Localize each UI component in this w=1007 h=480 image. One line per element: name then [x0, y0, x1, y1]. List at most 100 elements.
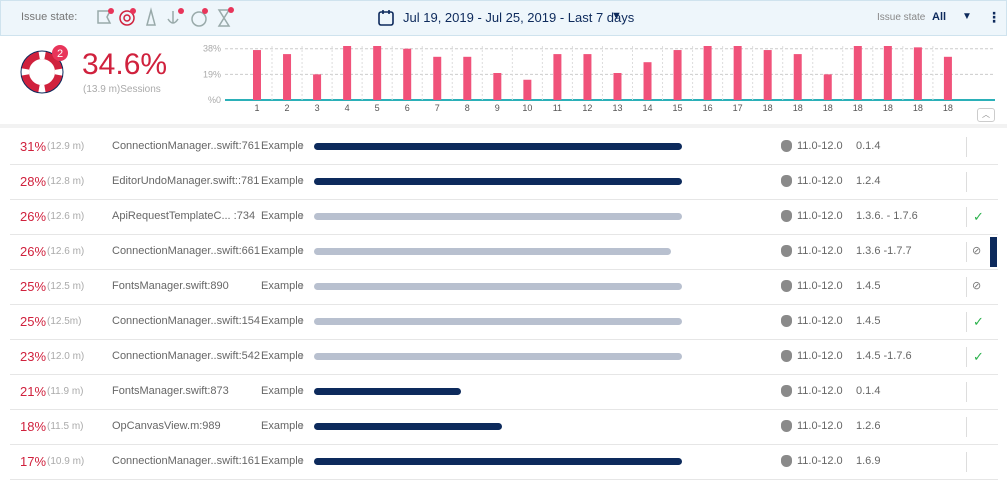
version: 1.3.6. - 1.7.6 — [856, 210, 918, 222]
resolved-icon: ✓ — [973, 314, 984, 329]
collapse-button[interactable]: ︿ — [977, 108, 995, 122]
version: 1.3.6 -1.7.7 — [856, 245, 912, 257]
issue-row[interactable]: 26% (12.6 m) ApiRequestTemplateC... :734 Ex… — [10, 199, 998, 235]
separator — [966, 417, 967, 437]
issue-row[interactable]: 25% (12.5 m) FontsManager.swift:890 Example… — [10, 269, 998, 305]
example-link[interactable]: Example — [261, 280, 304, 292]
version: 1.6.9 — [856, 455, 881, 467]
example-link[interactable]: Example — [261, 420, 304, 432]
example-link[interactable]: Example — [261, 350, 304, 362]
version: 1.4.5 — [856, 280, 881, 292]
example-link[interactable]: Example — [261, 175, 304, 187]
example-link[interactable]: Example — [261, 245, 304, 257]
x-tick-label: 15 — [673, 103, 683, 113]
issue-file: ConnectionManager..swift:154 — [112, 315, 260, 327]
example-link[interactable]: Example — [261, 315, 304, 327]
bar — [763, 50, 772, 100]
bar — [343, 46, 352, 100]
issue-file: ConnectionManager..swift:542 — [112, 350, 260, 362]
progress-bar — [314, 423, 502, 430]
separator — [966, 312, 967, 332]
os-range: 11.0-12.0 — [797, 245, 843, 257]
issue-row[interactable]: 26% (12.6 m) ConnectionManager..swift:661 E… — [10, 234, 998, 270]
x-tick-label: 17 — [733, 103, 743, 113]
x-tick-label: 12 — [582, 103, 592, 113]
x-tick-label: 3 — [315, 103, 320, 113]
issue-percent: 26% — [20, 244, 47, 259]
separator — [966, 137, 967, 157]
chevron: › — [300, 350, 304, 362]
bar — [283, 54, 292, 100]
issue-row[interactable]: 18% (11.5 m) OpCanvasView.m:989 Example › 11.… — [10, 409, 998, 445]
bar — [373, 46, 382, 100]
divider — [0, 124, 1007, 128]
resolved-icon: ✓ — [973, 209, 984, 224]
apple-glyph — [781, 350, 792, 362]
issue-time: (11.9 m) — [47, 386, 84, 397]
issue-percent: 28% — [20, 174, 47, 189]
issue-time: (12.8 m) — [47, 176, 85, 187]
separator — [966, 347, 967, 367]
x-tick-label: 18 — [763, 103, 773, 113]
example-link[interactable]: Example — [261, 455, 304, 467]
progress-bar — [314, 213, 682, 220]
chevron: › — [300, 420, 304, 432]
chevron: › — [300, 385, 304, 397]
resolved-icon: ✓ — [973, 349, 984, 364]
issue-time: (11.5 m) — [47, 421, 84, 432]
issue-percent: 25% — [20, 279, 47, 294]
chevron: › — [300, 210, 304, 222]
lifebuoy-icon: 2 — [20, 45, 68, 94]
version: 1.4.5 — [856, 315, 881, 327]
dropdown-arrow[interactable]: ▼ — [611, 10, 622, 22]
issue-file: EditorUndoManager.swift::781 — [112, 175, 260, 187]
date-range[interactable]: Jul 19, 2019 - Jul 25, 2019 - Last 7 day… — [403, 10, 635, 25]
os-range: 11.0-12.0 — [797, 350, 843, 362]
badge: 2 — [57, 48, 63, 60]
x-tick-label: 10 — [522, 103, 532, 113]
hidden-icon: ⊘ — [972, 245, 982, 257]
chevron: › — [300, 245, 304, 257]
issue-row[interactable]: 25% (12.5m) ConnectionManager..swift:154 Ex… — [10, 304, 998, 340]
progress-bar — [314, 388, 462, 395]
os-range: 11.0-12.0 — [797, 175, 843, 187]
apple-glyph — [781, 280, 792, 292]
issue-file: ApiRequestTemplateC... :734 — [112, 210, 256, 222]
version: 1.2.6 — [856, 420, 881, 432]
x-tick-label: 18 — [793, 103, 803, 113]
issue-file: ConnectionManager..swift:161 — [112, 455, 260, 467]
issue-row[interactable]: 23% (12.0 m) ConnectionManager..swift:542 E… — [10, 339, 998, 375]
example-link[interactable]: Example — [261, 210, 304, 222]
issue-time: (10.9 m) — [47, 456, 85, 467]
example-link[interactable]: Example — [261, 385, 304, 397]
issue-percent: 18% — [20, 419, 47, 434]
version: 0.1.4 — [856, 140, 881, 152]
separator — [966, 242, 967, 262]
menu-button[interactable]: ⋮ — [987, 9, 1001, 25]
apple-glyph — [781, 245, 792, 257]
x-tick-label: 6 — [405, 103, 410, 113]
issue-row[interactable]: 17% (10.9 m) ConnectionManager..swift:161 E… — [10, 444, 998, 480]
apple-glyph — [781, 140, 792, 152]
issue-row[interactable]: 28% (12.8 m) EditorUndoManager.swift::781 E… — [10, 164, 998, 200]
os-range: 11.0-12.0 — [797, 385, 843, 397]
bar — [463, 56, 472, 100]
bar — [613, 73, 622, 100]
issue-file: ConnectionManager..swift:661 — [112, 245, 260, 257]
issue-percent: 25% — [20, 314, 47, 329]
x-tick-label: 11 — [553, 103, 562, 113]
filter-label: Issue state — [877, 12, 926, 23]
filter-value[interactable]: All — [932, 11, 947, 23]
bar — [913, 47, 922, 100]
scroll-indicator — [990, 237, 997, 267]
filter-arrow[interactable]: ▼ — [962, 11, 972, 22]
issue-percent: 26% — [20, 209, 47, 224]
os-range: 11.0-12.0 — [797, 280, 843, 292]
y-tick-label: 19% — [203, 69, 221, 79]
example-link[interactable]: Example — [261, 140, 304, 152]
state-icons — [97, 7, 234, 27]
issue-row[interactable]: 31% (12.9 m) ConnectionManager..swift:761 E… — [10, 129, 998, 165]
bar — [253, 50, 261, 100]
separator — [966, 207, 967, 227]
issue-row[interactable]: 21% (11.9 m) FontsManager.swift:873 Example… — [10, 374, 998, 410]
